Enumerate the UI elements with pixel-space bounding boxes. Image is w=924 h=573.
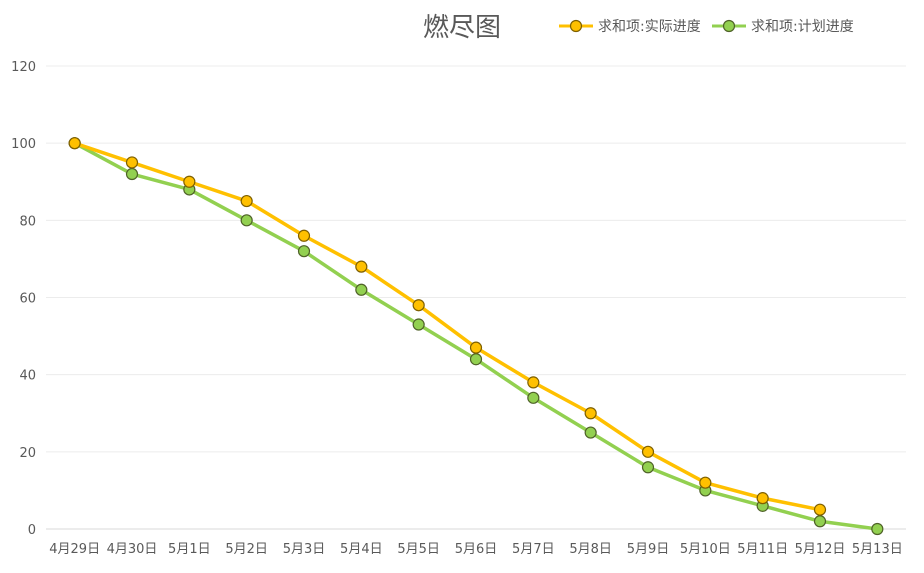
data-point[interactable] (527, 376, 540, 389)
x-tick-label: 5月9日 (627, 542, 670, 557)
data-point[interactable] (297, 229, 311, 242)
legend-marker-actual (569, 19, 583, 33)
data-point[interactable] (469, 341, 483, 354)
data-point[interactable] (813, 503, 827, 516)
data-point[interactable] (641, 445, 655, 458)
data-point[interactable] (297, 245, 311, 258)
data-point[interactable] (355, 260, 368, 273)
data-point[interactable] (871, 522, 884, 536)
legend-item-actual[interactable]: 求和项:实际进度 (559, 19, 701, 35)
data-point[interactable] (412, 299, 425, 312)
x-tick-label: 5月4日 (340, 542, 383, 557)
data-point[interactable] (813, 515, 827, 528)
y-tick-label: 40 (19, 369, 36, 384)
data-point[interactable] (584, 407, 597, 420)
series-planned (68, 137, 884, 536)
x-tick-label: 4月30日 (107, 542, 158, 557)
legend-item-planned[interactable]: 求和项:计划进度 (712, 19, 854, 35)
legend-label-planned: 求和项:计划进度 (751, 19, 854, 35)
x-tick-label: 5月10日 (680, 542, 731, 557)
x-tick-label: 4月29日 (49, 542, 100, 557)
series-actual (68, 137, 827, 516)
y-tick-label: 0 (28, 523, 36, 538)
data-point[interactable] (412, 318, 425, 331)
gridlines (46, 65, 906, 530)
x-tick-label: 5月6日 (455, 542, 498, 557)
y-tick-label: 20 (19, 446, 36, 461)
data-point[interactable] (469, 353, 483, 366)
data-point[interactable] (527, 391, 540, 404)
legend-marker-planned (722, 19, 736, 33)
series (68, 137, 884, 536)
x-tick-label: 5月8日 (569, 542, 612, 557)
data-point[interactable] (240, 214, 253, 227)
x-tick-label: 5月5日 (397, 542, 440, 557)
x-tick-label: 5月7日 (512, 542, 555, 557)
data-point[interactable] (584, 426, 597, 439)
y-tick-label: 100 (11, 137, 36, 152)
y-tick-label: 80 (19, 214, 36, 229)
series-line (73, 141, 878, 531)
x-tick-label: 5月12日 (795, 542, 846, 557)
y-axis-ticks: 0 20 40 60 80 100 120 (11, 60, 36, 538)
data-point[interactable] (125, 156, 139, 169)
chart-title: 燃尽图 (423, 13, 501, 43)
data-point[interactable] (68, 137, 81, 150)
data-point[interactable] (355, 283, 368, 296)
x-tick-label: 5月3日 (283, 542, 326, 557)
legend-label-actual: 求和项:实际进度 (598, 19, 701, 35)
x-axis-ticks: 4月29日 4月30日 5月1日 5月2日 5月3日 5月4日 5月5日 5月6日 5月7日 5月… (49, 542, 902, 557)
data-point[interactable] (699, 476, 712, 489)
x-tick-label: 5月1日 (168, 542, 211, 557)
x-tick-label: 5月11日 (737, 542, 788, 557)
series-line (74, 141, 821, 512)
y-tick-label: 60 (19, 292, 36, 307)
data-point[interactable] (183, 175, 196, 188)
x-tick-label: 5月2日 (225, 542, 268, 557)
data-point[interactable] (756, 492, 769, 505)
y-tick-label: 120 (11, 60, 36, 75)
data-point[interactable] (641, 461, 655, 474)
legend: 求和项:实际进度 求和项:计划进度 (559, 19, 854, 35)
data-point[interactable] (240, 194, 253, 208)
x-tick-label: 5月13日 (852, 542, 903, 557)
data-point[interactable] (125, 167, 139, 181)
